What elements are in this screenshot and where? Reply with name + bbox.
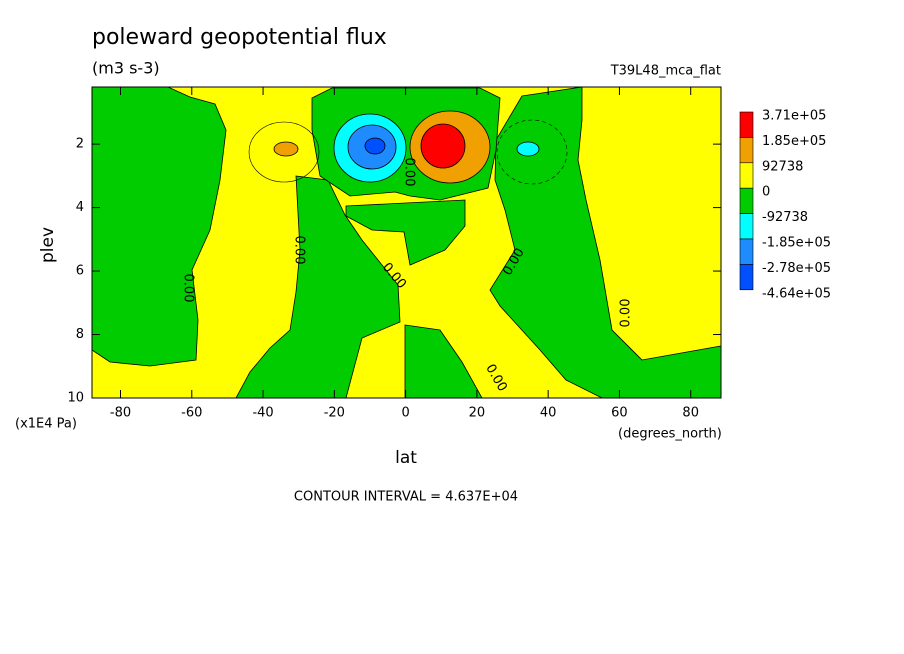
x-units: (degrees_north) [618, 427, 722, 442]
footnote: CONTOUR INTERVAL = 4.637E+04 [294, 490, 518, 505]
x-tick-label: -40 [252, 406, 273, 421]
y-units: (x1E4 Pa) [15, 417, 77, 432]
contour-region [404, 324, 483, 399]
colorbar-label: -2.78e+05 [762, 261, 831, 276]
contour-region [345, 199, 466, 266]
colorbar-label: 92738 [762, 159, 803, 174]
subtitle: (m3 s-3) [92, 59, 160, 78]
x-tick-label: 0 [401, 406, 409, 421]
contour-plot: 0.00 0.00 0.00 0.00 0.00 0.00 0.00 [91, 86, 722, 399]
x-tick-label: 20 [469, 406, 486, 421]
x-axis-label: lat [395, 448, 417, 468]
contour-label: 0.00 [181, 274, 196, 303]
contour-region [273, 141, 299, 157]
x-tick-label: -20 [324, 406, 345, 421]
y-tick-label: 6 [76, 264, 84, 279]
x-tick-label: 40 [540, 406, 557, 421]
contour-line [248, 121, 320, 183]
colorbar-label: -4.64e+05 [762, 286, 831, 301]
contour-label: 0.00 [292, 236, 307, 265]
colorbar-box [739, 111, 754, 138]
x-tick-label: 80 [682, 406, 699, 421]
y-tick-label: 10 [67, 391, 84, 406]
y-tick-label: 4 [76, 200, 84, 215]
colorbar-label: -92738 [762, 210, 808, 225]
x-tick-label: 60 [611, 406, 628, 421]
contour-label: 0.00 [402, 158, 417, 187]
x-tick-label: -60 [181, 406, 202, 421]
x-tick-label: -80 [110, 406, 131, 421]
colorbar-label: 1.85e+05 [762, 134, 826, 149]
colorbar-box [739, 264, 754, 291]
colorbar-box [739, 137, 754, 164]
colorbar-label: 0 [762, 185, 770, 200]
colorbar-label: -1.85e+05 [762, 236, 831, 251]
contour-line [496, 119, 568, 185]
dataset-label: T39L48_mca_flat [610, 64, 721, 79]
y-tick-label: 2 [76, 137, 84, 152]
colorbar-label: 3.71e+05 [762, 109, 826, 124]
plot-frame [91, 86, 722, 399]
contour-region [91, 86, 227, 367]
contour-region [364, 137, 386, 155]
chart-title: poleward geopotential flux [92, 25, 387, 50]
y-tick-label: 8 [76, 327, 84, 342]
colorbar-box [739, 187, 754, 214]
colorbar-box [739, 213, 754, 240]
y-axis-label: plev [38, 227, 58, 263]
colorbar-box [739, 238, 754, 265]
contour-label: 0.00 [619, 299, 634, 328]
colorbar-box [739, 162, 754, 189]
contour-region [420, 123, 466, 169]
contour-region [516, 141, 540, 157]
